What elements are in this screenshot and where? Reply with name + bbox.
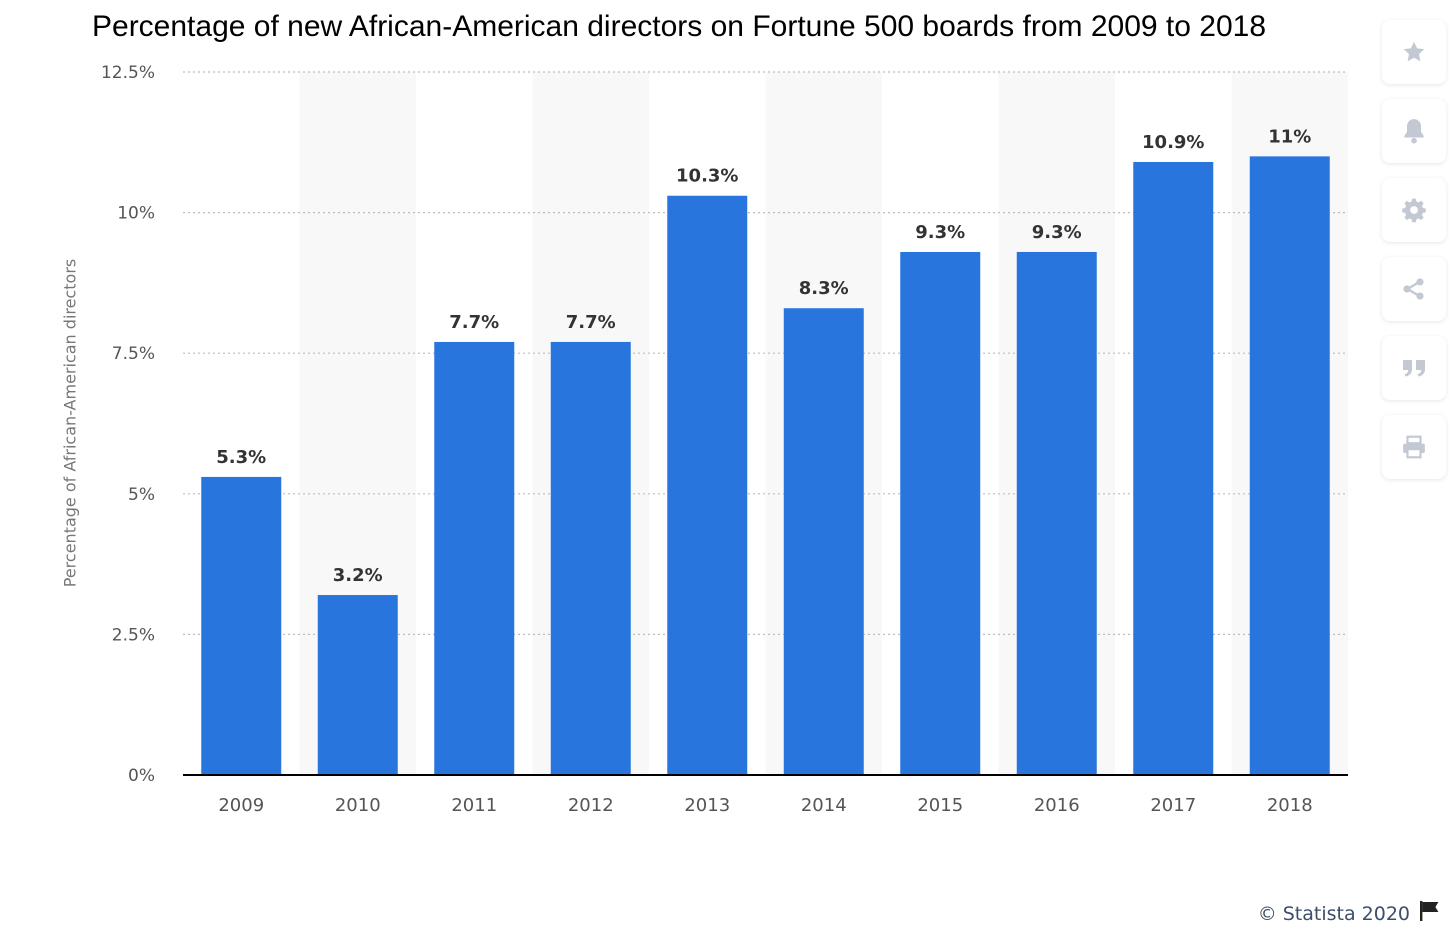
star-icon [1401, 39, 1427, 65]
x-tick-label: 2015 [917, 795, 963, 816]
flag-icon[interactable] [1418, 900, 1442, 927]
data-label: 9.3% [1032, 222, 1082, 243]
bar[interactable] [201, 476, 282, 775]
footer: © Statista 2020 [1258, 900, 1442, 927]
share-button[interactable] [1382, 257, 1446, 321]
x-tick-label: 2014 [801, 795, 847, 816]
y-tick-label: 7.5% [112, 344, 155, 364]
y-tick-label: 5% [128, 485, 155, 505]
printer-icon [1401, 434, 1427, 460]
copyright-link[interactable]: © Statista 2020 [1257, 902, 1410, 925]
data-labels: 5.3% 3.2% 7.7% 7.7% 10.3% 8.3% 9.3% 9.3% 10.9% 11… [216, 126, 1311, 586]
share-icon [1401, 276, 1427, 302]
bar[interactable] [1016, 251, 1097, 775]
notification-button[interactable] [1382, 99, 1446, 163]
bar[interactable] [434, 341, 515, 775]
data-label: 9.3% [915, 222, 965, 243]
y-tick-label: 10% [117, 204, 155, 224]
x-tick-label: 2016 [1034, 795, 1080, 816]
x-tick-label: 2012 [568, 795, 614, 816]
print-button[interactable] [1382, 415, 1446, 479]
x-tick-label: 2013 [684, 795, 730, 816]
bar[interactable] [783, 308, 864, 775]
settings-button[interactable] [1382, 178, 1446, 242]
data-label: 10.9% [1142, 132, 1204, 153]
bar[interactable] [900, 251, 981, 775]
bar[interactable] [317, 595, 398, 775]
y-tick-label: 0% [128, 766, 155, 786]
y-tick-labels: 0% 2.5% 5% 7.5% 10% 12.5% [101, 63, 155, 786]
x-tick-label: 2017 [1150, 795, 1196, 816]
x-tick-label: 2009 [218, 795, 264, 816]
bar[interactable] [667, 195, 748, 775]
data-label: 11% [1268, 126, 1311, 147]
x-tick-label: 2018 [1267, 795, 1313, 816]
y-tick-label: 12.5% [101, 63, 155, 83]
data-label: 7.7% [566, 312, 616, 333]
data-label: 10.3% [676, 166, 738, 187]
data-label: 3.2% [333, 565, 383, 586]
gear-icon [1401, 197, 1427, 223]
bar[interactable] [1249, 156, 1330, 776]
x-tick-label: 2010 [335, 795, 381, 816]
bell-icon [1401, 117, 1427, 145]
y-tick-label: 2.5% [112, 625, 155, 645]
x-tick-labels: 2009 2010 2011 2012 2013 2014 2015 2016 2017 2018 [218, 795, 1312, 816]
bars [201, 156, 1330, 776]
x-tick-label: 2011 [451, 795, 497, 816]
chart-title: Percentage of new African-American direc… [92, 10, 1266, 43]
favorite-button[interactable] [1382, 20, 1446, 84]
bar-chart: 0% 2.5% 5% 7.5% 10% 12.5% 5.3% 3.2% 7.7% 7.7% 10.… [101, 63, 1348, 816]
data-label: 5.3% [216, 447, 266, 468]
data-label: 8.3% [799, 278, 849, 299]
data-label: 7.7% [449, 312, 499, 333]
cite-button[interactable] [1382, 336, 1446, 400]
bar[interactable] [550, 341, 631, 775]
y-axis-label: Percentage of African-American directors [60, 258, 80, 588]
bar[interactable] [1133, 161, 1214, 775]
quote-icon [1400, 356, 1428, 380]
